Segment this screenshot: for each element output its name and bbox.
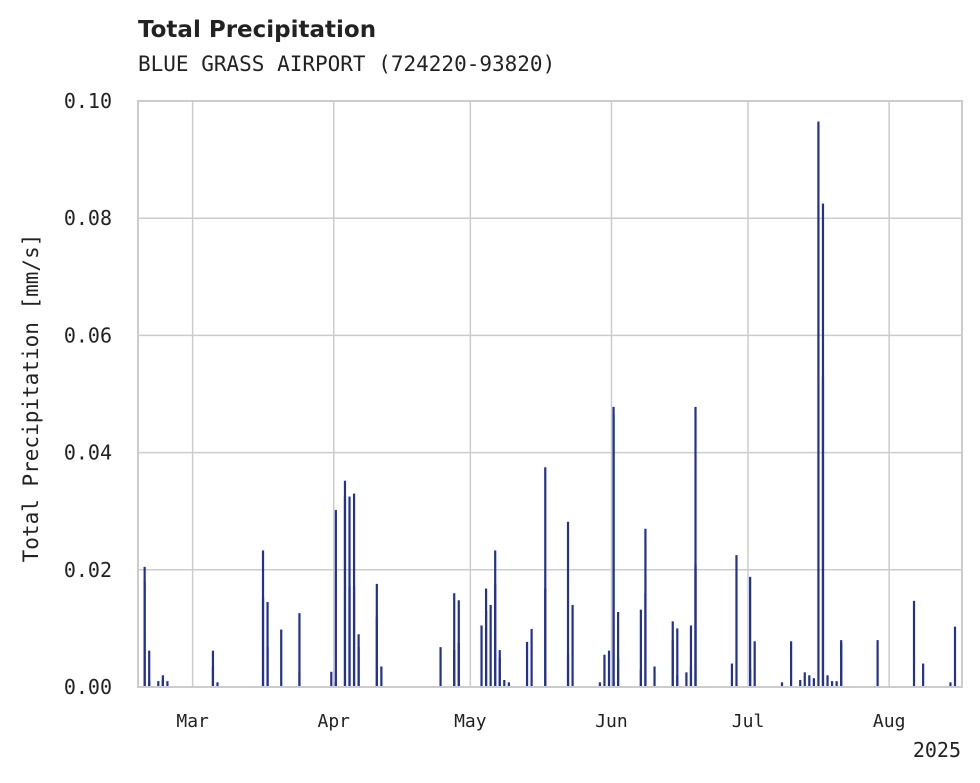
x-tick-label: Aug xyxy=(873,711,906,732)
precipitation-bar xyxy=(812,678,815,687)
precipitation-bar xyxy=(953,626,957,687)
precipitation-bar xyxy=(566,521,570,687)
precipitation-bar xyxy=(457,643,460,687)
precipitation-bar xyxy=(298,613,301,687)
precipitation-bar xyxy=(676,675,679,687)
precipitation-bar xyxy=(876,640,879,687)
precipitation-bar xyxy=(143,581,146,687)
precipitation-bar xyxy=(148,650,151,687)
precipitation-bar xyxy=(607,650,611,687)
precipitation-bar xyxy=(503,679,506,687)
y-tick-label: 0.00 xyxy=(64,675,112,699)
chart-subtitle: BLUE GRASS AIRPORT (724220-93820) xyxy=(138,52,556,76)
precipitation-bar xyxy=(280,629,283,687)
precipitation-bar xyxy=(380,666,383,687)
x-axis-ticks: Mar Apr May Jun Jul Aug xyxy=(176,711,905,732)
precipitation-bar xyxy=(912,600,916,687)
precipitation-bar xyxy=(803,672,806,687)
precipitation-bar xyxy=(211,666,215,687)
precipitation-bar xyxy=(484,588,488,687)
precipitation-bar xyxy=(357,647,360,687)
precipitation-bar xyxy=(330,671,333,687)
precipitation-bar xyxy=(525,641,529,687)
x-tick-label: Mar xyxy=(176,711,209,732)
precipitation-bar xyxy=(375,616,378,687)
y-tick-label: 0.02 xyxy=(64,558,112,582)
precipitation-bar xyxy=(439,647,442,687)
precipitation-bar xyxy=(653,666,656,687)
precipitation-bar xyxy=(266,647,269,687)
precipitation-bar xyxy=(261,550,265,687)
y-axis-ticks: 0.00 0.02 0.04 0.06 0.08 0.10 xyxy=(64,89,112,699)
precipitation-bar xyxy=(826,675,829,687)
precipitation-bar xyxy=(685,672,688,687)
precipitation-bar xyxy=(148,681,151,687)
precipitation-bar xyxy=(830,681,834,687)
precipitation-bar xyxy=(348,587,351,687)
x-tick-label: Jul xyxy=(732,711,765,732)
y-axis-label: Total Precipitation [mm/s] xyxy=(19,234,43,563)
x-tick-label: Jun xyxy=(595,711,628,732)
precipitation-bar xyxy=(694,406,697,687)
plot-frame xyxy=(137,100,963,688)
precipitation-bar xyxy=(949,682,952,687)
precipitation-bar xyxy=(352,493,356,687)
precipitation-bar xyxy=(689,625,693,687)
precipitation-bar xyxy=(749,576,752,687)
precipitation-bar xyxy=(334,510,337,687)
precipitation-bar xyxy=(530,628,533,687)
precipitation-bar xyxy=(817,121,820,687)
x-tick-label: Apr xyxy=(317,711,350,732)
precipitation-bar xyxy=(603,654,606,687)
precipitation-bar xyxy=(735,555,738,687)
precipitation-bar xyxy=(298,672,301,687)
grid-lines xyxy=(138,100,962,688)
precipitation-bar xyxy=(790,641,793,687)
precipitation-bar xyxy=(671,640,674,687)
y-tick-label: 0.06 xyxy=(64,323,112,347)
precipitation-bar xyxy=(639,609,642,687)
precipitation-bar xyxy=(544,467,547,687)
precipitation-bar xyxy=(157,681,160,687)
precipitation-bar xyxy=(507,682,510,687)
precipitation-bar xyxy=(489,604,492,687)
precipitation-bar xyxy=(334,682,337,687)
precipitation-bar xyxy=(166,681,169,687)
precipitation-bar xyxy=(161,679,164,687)
precipitation-bar xyxy=(480,625,483,687)
precipitation-bar xyxy=(498,657,501,687)
precipitation-bar xyxy=(808,675,811,687)
precipitation-bar xyxy=(753,641,756,687)
y-tick-label: 0.04 xyxy=(64,441,112,465)
y-tick-label: 0.08 xyxy=(64,206,112,230)
precipitation-bar xyxy=(216,682,219,687)
precipitation-bar xyxy=(544,588,547,687)
precipitation-bar xyxy=(598,682,602,687)
precipitation-bar xyxy=(835,681,838,687)
precipitation-bars xyxy=(143,121,957,688)
precipitation-bar xyxy=(676,628,679,687)
chart-title: Total Precipitation xyxy=(138,17,377,43)
precipitation-bar xyxy=(922,663,925,687)
precipitation-bar xyxy=(453,593,456,687)
precipitation-bar xyxy=(617,657,620,687)
precipitation-bar xyxy=(840,643,843,687)
precipitation-bar xyxy=(612,414,615,687)
precipitation-bar xyxy=(821,203,825,688)
precipitation-bar xyxy=(639,669,642,687)
x-tick-label: May xyxy=(454,711,487,732)
precipitation-bar xyxy=(266,602,269,687)
y-tick-label: 0.10 xyxy=(64,89,112,113)
precipitation-bar xyxy=(644,593,647,687)
precipitation-bar xyxy=(617,611,620,687)
precipitation-bar xyxy=(730,663,734,687)
precipitation-bar xyxy=(799,679,802,687)
precipitation-bar xyxy=(694,566,697,687)
precipitation-bar xyxy=(343,496,347,687)
precipitation-bar xyxy=(780,682,784,687)
x-axis-year-label: 2025 xyxy=(913,738,961,762)
precipitation-bar xyxy=(494,550,497,687)
precipitation-bar xyxy=(571,604,574,687)
